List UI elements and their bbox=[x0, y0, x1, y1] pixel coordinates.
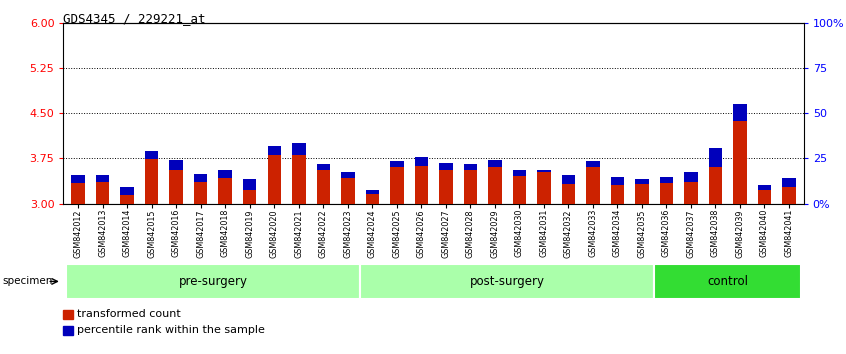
Bar bbox=[66, 264, 360, 299]
Bar bbox=[292, 143, 305, 155]
Bar bbox=[537, 172, 551, 204]
Bar bbox=[365, 190, 379, 194]
Bar bbox=[390, 167, 404, 204]
Bar bbox=[145, 150, 158, 159]
Bar bbox=[267, 155, 281, 204]
Bar bbox=[611, 185, 624, 204]
Bar bbox=[586, 167, 600, 204]
Bar bbox=[513, 176, 526, 204]
Bar bbox=[71, 175, 85, 183]
Bar bbox=[341, 178, 354, 204]
Bar bbox=[218, 178, 232, 204]
Bar bbox=[292, 155, 305, 204]
Bar bbox=[360, 264, 654, 299]
Bar bbox=[654, 264, 801, 299]
Text: pre-surgery: pre-surgery bbox=[179, 275, 248, 288]
Bar bbox=[341, 172, 354, 178]
Bar bbox=[464, 164, 477, 171]
Text: GDS4345 / 229221_at: GDS4345 / 229221_at bbox=[63, 12, 206, 25]
Text: control: control bbox=[707, 275, 748, 288]
Bar bbox=[169, 171, 183, 204]
Bar bbox=[120, 195, 134, 204]
Bar bbox=[464, 171, 477, 204]
Bar bbox=[684, 182, 698, 204]
Bar bbox=[415, 157, 428, 166]
Bar bbox=[267, 146, 281, 155]
Bar bbox=[194, 183, 207, 204]
Bar bbox=[145, 159, 158, 204]
Bar bbox=[611, 177, 624, 185]
Text: percentile rank within the sample: percentile rank within the sample bbox=[77, 325, 265, 335]
Text: transformed count: transformed count bbox=[77, 309, 181, 319]
Bar bbox=[390, 161, 404, 167]
Bar bbox=[120, 187, 134, 195]
Bar bbox=[537, 170, 551, 172]
Bar bbox=[169, 160, 183, 171]
Bar bbox=[365, 194, 379, 204]
Bar bbox=[243, 179, 256, 190]
Bar bbox=[709, 148, 722, 167]
Bar bbox=[733, 104, 747, 120]
Bar bbox=[562, 184, 575, 204]
Bar bbox=[562, 175, 575, 184]
Bar bbox=[635, 179, 649, 184]
Bar bbox=[316, 164, 330, 170]
Bar bbox=[439, 170, 453, 204]
Bar bbox=[488, 167, 502, 204]
Bar bbox=[660, 183, 673, 204]
Bar bbox=[439, 162, 453, 170]
Bar bbox=[586, 161, 600, 167]
Bar bbox=[758, 190, 772, 204]
Bar bbox=[635, 184, 649, 204]
Bar bbox=[316, 170, 330, 204]
Bar bbox=[218, 170, 232, 178]
Bar bbox=[488, 160, 502, 167]
Bar bbox=[96, 182, 109, 204]
Bar bbox=[513, 170, 526, 176]
Bar bbox=[758, 185, 772, 190]
Text: specimen: specimen bbox=[3, 276, 53, 286]
Bar bbox=[660, 177, 673, 183]
Bar bbox=[783, 187, 796, 204]
Bar bbox=[733, 120, 747, 204]
Bar bbox=[709, 167, 722, 204]
Bar bbox=[96, 175, 109, 182]
Bar bbox=[783, 178, 796, 187]
Text: post-surgery: post-surgery bbox=[470, 275, 545, 288]
Bar bbox=[684, 172, 698, 182]
Bar bbox=[415, 166, 428, 204]
Bar bbox=[71, 183, 85, 204]
Bar bbox=[243, 190, 256, 204]
Bar bbox=[194, 174, 207, 183]
